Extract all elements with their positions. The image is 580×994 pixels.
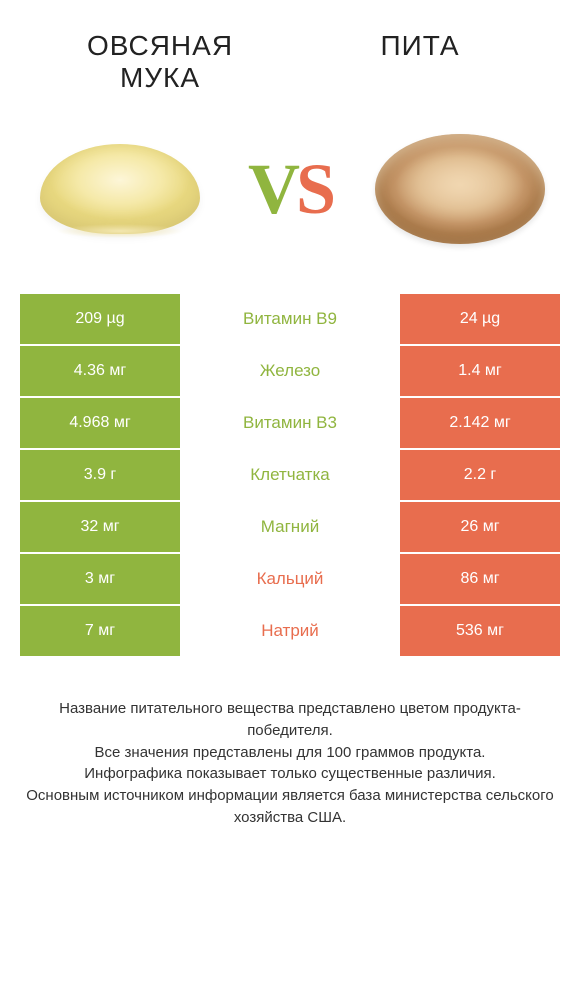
header: ОВСЯНАЯ МУКА ПИТА bbox=[0, 0, 580, 104]
cell-nutrient-label: Железо bbox=[180, 346, 400, 396]
vs-v-letter: V bbox=[248, 148, 296, 231]
cell-right-value: 2.2 г bbox=[400, 450, 560, 500]
title-left: ОВСЯНАЯ МУКА bbox=[60, 30, 260, 94]
table-row: 3 мгКальций86 мг bbox=[20, 554, 560, 606]
cell-left-value: 7 мг bbox=[20, 606, 180, 656]
cell-left-value: 209 µg bbox=[20, 294, 180, 344]
table-row: 4.968 мгВитамин B32.142 мг bbox=[20, 398, 560, 450]
table-row: 3.9 гКлетчатка2.2 г bbox=[20, 450, 560, 502]
cell-nutrient-label: Витамин B3 bbox=[180, 398, 400, 448]
images-row: V S bbox=[0, 104, 580, 294]
table-row: 209 µgВитамин B924 µg bbox=[20, 294, 560, 346]
cell-right-value: 26 мг bbox=[400, 502, 560, 552]
cell-left-value: 3.9 г bbox=[20, 450, 180, 500]
cell-left-value: 4.36 мг bbox=[20, 346, 180, 396]
cell-nutrient-label: Натрий bbox=[180, 606, 400, 656]
right-product-image bbox=[370, 119, 550, 259]
cell-right-value: 86 мг bbox=[400, 554, 560, 604]
cell-right-value: 536 мг bbox=[400, 606, 560, 656]
title-right: ПИТА bbox=[320, 30, 520, 62]
cell-nutrient-label: Витамин B9 bbox=[180, 294, 400, 344]
cell-nutrient-label: Магний bbox=[180, 502, 400, 552]
comparison-table: 209 µgВитамин B924 µg4.36 мгЖелезо1.4 мг… bbox=[0, 294, 580, 658]
left-product-image bbox=[30, 119, 210, 259]
cell-right-value: 2.142 мг bbox=[400, 398, 560, 448]
cell-right-value: 24 µg bbox=[400, 294, 560, 344]
pita-bread-icon bbox=[375, 134, 545, 244]
table-row: 32 мгМагний26 мг bbox=[20, 502, 560, 554]
footer-line: Инфографика показывает только существенн… bbox=[24, 763, 556, 785]
cell-left-value: 3 мг bbox=[20, 554, 180, 604]
footer-line: Все значения представлены для 100 граммо… bbox=[24, 742, 556, 764]
cell-nutrient-label: Клетчатка bbox=[180, 450, 400, 500]
cell-left-value: 4.968 мг bbox=[20, 398, 180, 448]
table-row: 7 мгНатрий536 мг bbox=[20, 606, 560, 658]
footer-line: Основным источником информации является … bbox=[24, 785, 556, 829]
cell-left-value: 32 мг bbox=[20, 502, 180, 552]
table-row: 4.36 мгЖелезо1.4 мг bbox=[20, 346, 560, 398]
cell-right-value: 1.4 мг bbox=[400, 346, 560, 396]
footer-notes: Название питательного вещества представл… bbox=[0, 658, 580, 829]
footer-line: Название питательного вещества представл… bbox=[24, 698, 556, 742]
vs-label: V S bbox=[248, 148, 332, 231]
cell-nutrient-label: Кальций bbox=[180, 554, 400, 604]
vs-s-letter: S bbox=[296, 148, 332, 231]
flour-pile-icon bbox=[40, 144, 200, 234]
